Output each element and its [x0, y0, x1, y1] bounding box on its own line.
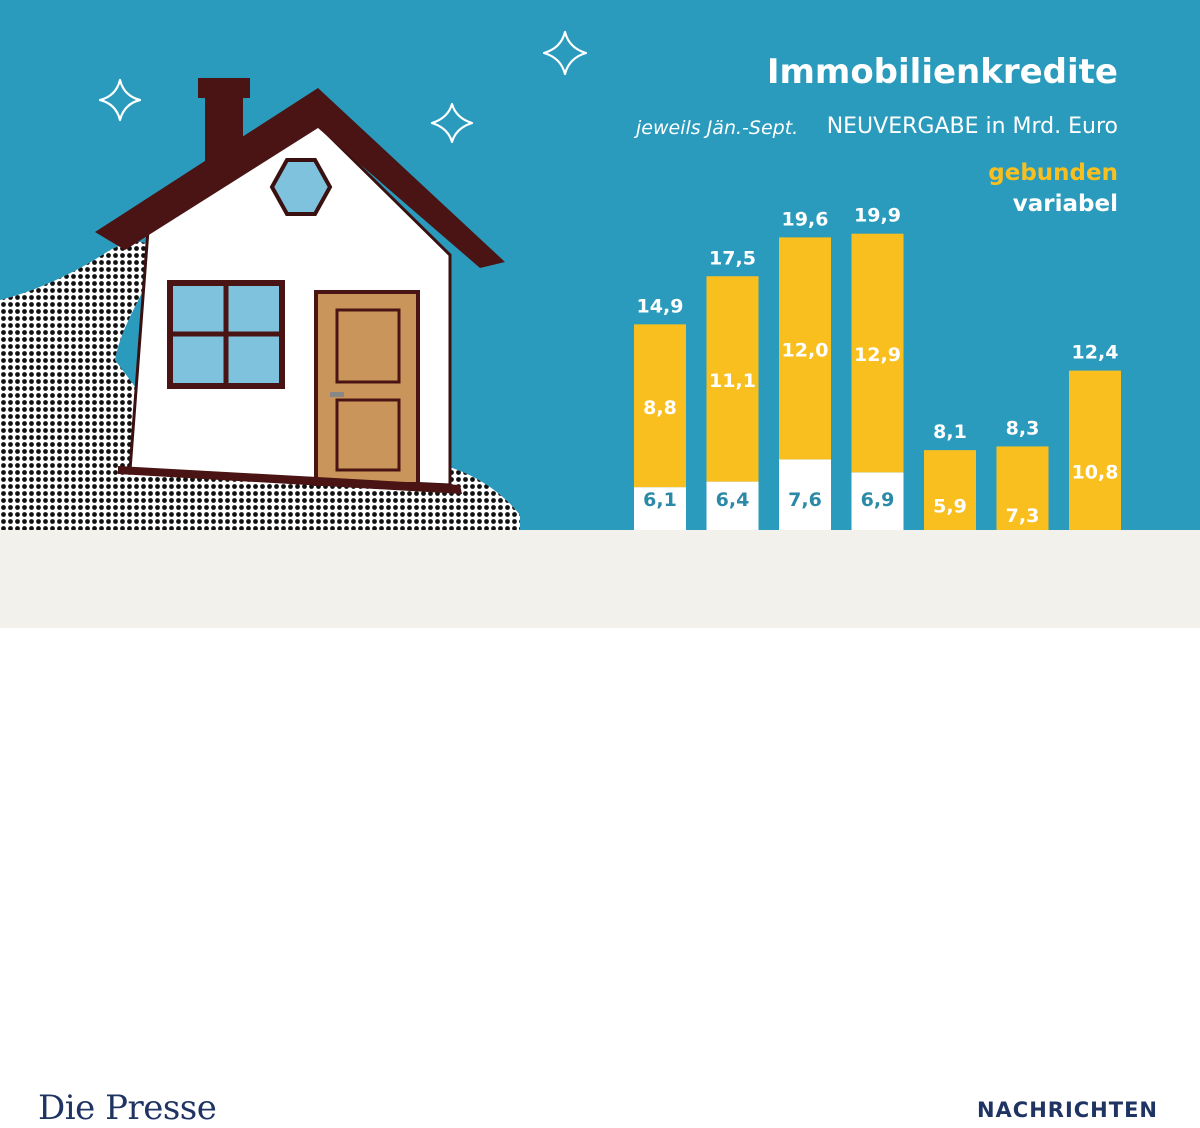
legend-variabel: variabel	[1012, 191, 1118, 217]
bar-variabel	[634, 487, 686, 530]
data-label-variabel: 6,1	[643, 489, 677, 511]
data-label-gebunden: 5,9	[933, 496, 967, 518]
bar-gebunden	[706, 276, 759, 482]
sparkle-icon	[98, 30, 588, 144]
chart-period-note: jeweils Jän.-Sept.	[636, 117, 799, 139]
data-label-gebunden: 12,0	[782, 339, 829, 361]
data-label-total: 17,5	[709, 247, 756, 269]
bar-gebunden	[779, 237, 831, 460]
data-label-total: 12,4	[1072, 342, 1119, 364]
infographic-panel: Immobilienkredite jeweils Jän.-Sept. NEU…	[0, 0, 1200, 530]
house-door	[314, 290, 420, 486]
data-label-variabel: 6,9	[861, 489, 895, 511]
data-label-total: 19,9	[854, 205, 901, 227]
bar-gebunden	[996, 446, 1049, 530]
house-roof	[95, 88, 505, 268]
bar-gebunden	[851, 233, 904, 473]
data-label-gebunden: 10,8	[1072, 462, 1119, 484]
chart-subtitle: NEUVERGABE in Mrd. Euro	[826, 114, 1118, 139]
house-illustration	[0, 30, 588, 530]
section-label: NACHRICHTEN	[976, 1098, 1158, 1122]
data-label-total: 19,6	[782, 208, 829, 230]
legend-gebunden: gebunden	[988, 160, 1118, 186]
data-label-total: 8,3	[1006, 417, 1040, 439]
footer-bar: Die Presse NACHRICHTEN	[0, 530, 1200, 1128]
data-label-variabel: 7,6	[788, 489, 822, 511]
data-label-gebunden: 12,9	[854, 344, 901, 366]
brand-logo: Die Presse	[38, 1088, 217, 1128]
data-label-gebunden: 8,8	[643, 397, 677, 419]
data-label-total: 8,1	[933, 421, 967, 443]
bar-variabel	[706, 481, 759, 530]
bar-variabel	[851, 472, 904, 530]
data-label-total: 14,9	[637, 295, 684, 317]
attic-window	[269, 158, 333, 216]
stacked-bar-chart: 14,9 8,8 6,1 17,5 11,1 6,4 19,6 12,0 7,6 19,9 12,9…	[634, 205, 1121, 530]
data-label-variabel: 6,4	[716, 489, 750, 511]
data-label-gebunden: 11,1	[709, 370, 756, 392]
chart-title: Immobilienkredite	[766, 52, 1118, 92]
data-label-gebunden: 7,3	[1006, 505, 1040, 527]
bar-gebunden	[634, 324, 686, 488]
bar-variabel	[779, 459, 831, 530]
bar-gebunden	[924, 450, 976, 530]
bar-gebunden	[1069, 370, 1121, 530]
